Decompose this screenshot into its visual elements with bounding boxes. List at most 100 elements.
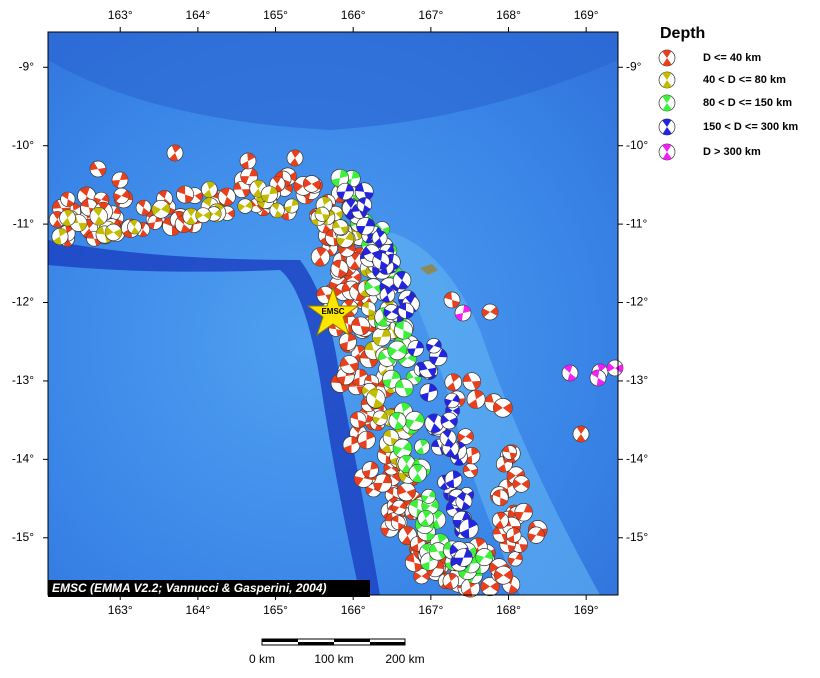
ball-quadrant [463, 373, 481, 390]
ball-quadrant [289, 150, 301, 166]
ball-quadrant [237, 200, 253, 212]
ball-quadrant [336, 231, 354, 247]
focal-mechanism [372, 327, 392, 347]
focal-mechanism [506, 527, 522, 543]
ball-quadrant [220, 188, 234, 206]
ball-quadrant [52, 211, 62, 228]
ball-quadrant [177, 185, 194, 204]
lon-label: 163° [108, 8, 133, 22]
scale-label: 100 km [314, 652, 353, 666]
focal-mechanism [113, 187, 130, 204]
ball-quadrant [86, 231, 102, 246]
ball-quadrant [426, 340, 442, 352]
ball-quadrant [440, 414, 458, 427]
focal-mechanism [260, 185, 279, 203]
ball-quadrant [393, 441, 412, 456]
ball-quadrant [240, 168, 258, 185]
ball-quadrant [339, 333, 357, 351]
ball-outline [408, 464, 427, 483]
focal-mechanism [440, 412, 458, 430]
ball-quadrant [494, 569, 513, 581]
ball-quadrant [512, 479, 530, 489]
ball-quadrant [61, 192, 75, 207]
focal-mechanism [330, 168, 349, 188]
ball-quadrant [105, 226, 122, 239]
ball-quadrant [364, 374, 379, 389]
legend-symbol [658, 71, 676, 89]
focal-mechanism [354, 182, 374, 202]
focal-mechanism [428, 542, 448, 561]
focal-mechanism [481, 303, 499, 321]
focal-mechanism [466, 389, 486, 409]
ball-quadrant [355, 183, 374, 201]
focal-mechanism [357, 430, 376, 450]
ball-quadrant [129, 219, 140, 234]
ball-quadrant [112, 172, 128, 188]
focal-mechanism [444, 470, 463, 489]
lat-label: -12° [626, 295, 648, 309]
ball-quadrant [373, 474, 392, 492]
focal-mechanism [418, 360, 437, 378]
focal-mechanism [408, 464, 427, 483]
ball-quadrant [249, 200, 264, 211]
ball-quadrant [442, 430, 454, 447]
focal-mechanism [507, 551, 523, 567]
ball-quadrant [429, 348, 448, 365]
ball-quadrant [463, 464, 478, 477]
ball-quadrant [460, 519, 478, 539]
focal-mechanism [397, 302, 415, 319]
legend-symbol [658, 49, 676, 67]
focal-mechanism [51, 227, 69, 245]
focal-mechanism [127, 219, 142, 235]
focal-mechanism [388, 411, 407, 430]
ball-quadrant [480, 581, 500, 592]
focal-mechanism [527, 526, 545, 544]
ball-quadrant [368, 389, 384, 408]
scale-bar-segment [334, 639, 370, 642]
focal-mechanism [421, 488, 436, 504]
ball-quadrant [147, 215, 163, 230]
focal-mechanism [372, 252, 390, 270]
focal-mechanism [364, 278, 383, 297]
ball-quadrant [507, 527, 521, 543]
ball-quadrant [407, 340, 424, 356]
ball-quadrant [113, 190, 130, 202]
ball-quadrant [177, 215, 191, 233]
ball-quadrant [186, 208, 196, 225]
legend-symbol [658, 94, 676, 112]
lon-label: 164° [185, 603, 210, 617]
ball-quadrant [413, 571, 430, 581]
focal-mechanism [366, 388, 386, 409]
legend-label: 150 < D <= 300 km [703, 121, 798, 133]
focal-mechanism [237, 198, 253, 214]
focal-mechanism [572, 425, 590, 443]
lon-label: 165° [263, 8, 288, 22]
focal-mechanism [336, 182, 354, 201]
ball-quadrant [398, 302, 414, 319]
focal-mechanism [269, 202, 285, 219]
scale-bar-segment [298, 642, 334, 645]
ball-quadrant [445, 470, 462, 488]
focal-mechanism [314, 206, 330, 222]
ball-quadrant [362, 461, 379, 478]
focal-mechanism [491, 511, 509, 529]
ball-quadrant [374, 223, 390, 235]
ball-quadrant [303, 178, 321, 190]
ball-quadrant [92, 207, 105, 226]
ball-quadrant [284, 199, 299, 213]
ball-quadrant [395, 320, 412, 340]
focal-mechanism [561, 364, 579, 382]
ball-outline [59, 209, 76, 227]
lon-label: 168° [496, 8, 521, 22]
focal-mechanism [444, 373, 463, 391]
focal-mechanism [444, 392, 460, 409]
focal-mechanism [454, 548, 473, 567]
focal-mechanism [135, 199, 152, 216]
ball-quadrant [328, 208, 343, 219]
ball-quadrant [421, 490, 436, 503]
focal-mechanism [439, 429, 457, 447]
ball-quadrant [454, 549, 473, 566]
ball-quadrant [421, 499, 439, 512]
focal-mechanism [338, 332, 357, 351]
ball-quadrant [429, 543, 447, 560]
